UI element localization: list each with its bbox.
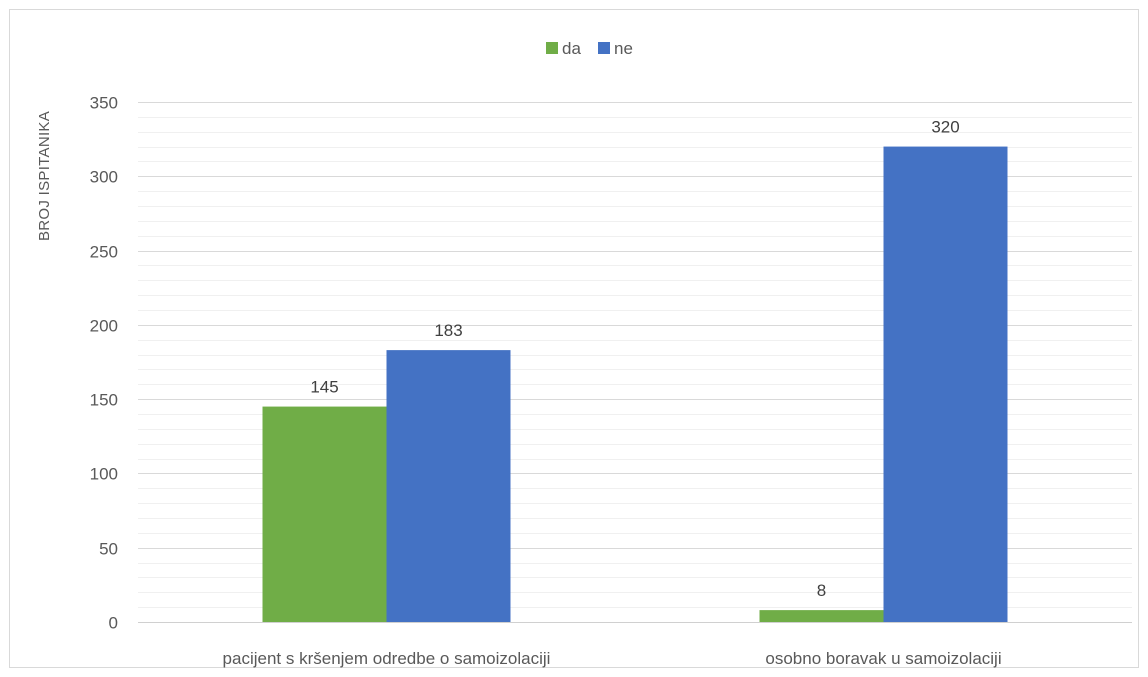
bars [262, 146, 1008, 623]
x-category-label: osobno boravak u samoizolaciji [765, 649, 1001, 668]
data-label-da: 8 [817, 581, 826, 600]
y-tick-label: 200 [90, 317, 118, 336]
y-tick-label: 50 [99, 540, 118, 559]
legend-swatch-ne [598, 42, 610, 54]
y-tick-label: 150 [90, 391, 118, 410]
x-category-label: pacijent s kršenjem odredbe o samoizolac… [223, 649, 551, 668]
y-tick-label: 100 [90, 465, 118, 484]
data-label-ne: 320 [931, 118, 959, 137]
data-label-ne: 183 [434, 321, 462, 340]
bar-da [759, 610, 884, 622]
labels: 0 50 100 150 200 250 300 350 145 183 pacijent s kr… [90, 94, 1002, 669]
y-tick-label: 0 [109, 614, 118, 633]
legend: da ne [546, 39, 633, 58]
bar-da [262, 406, 387, 622]
legend-swatch-da [546, 42, 558, 54]
y-axis-title: BROJ ISPITANIKA [36, 111, 53, 241]
y-tick-label: 250 [90, 243, 118, 262]
bar-ne [883, 146, 1008, 623]
legend-label-da: da [562, 39, 581, 58]
legend-label-ne: ne [614, 39, 633, 58]
y-tick-label: 300 [90, 168, 118, 187]
y-tick-label: 350 [90, 94, 118, 113]
bar-ne [386, 350, 511, 622]
data-label-da: 145 [310, 378, 338, 397]
